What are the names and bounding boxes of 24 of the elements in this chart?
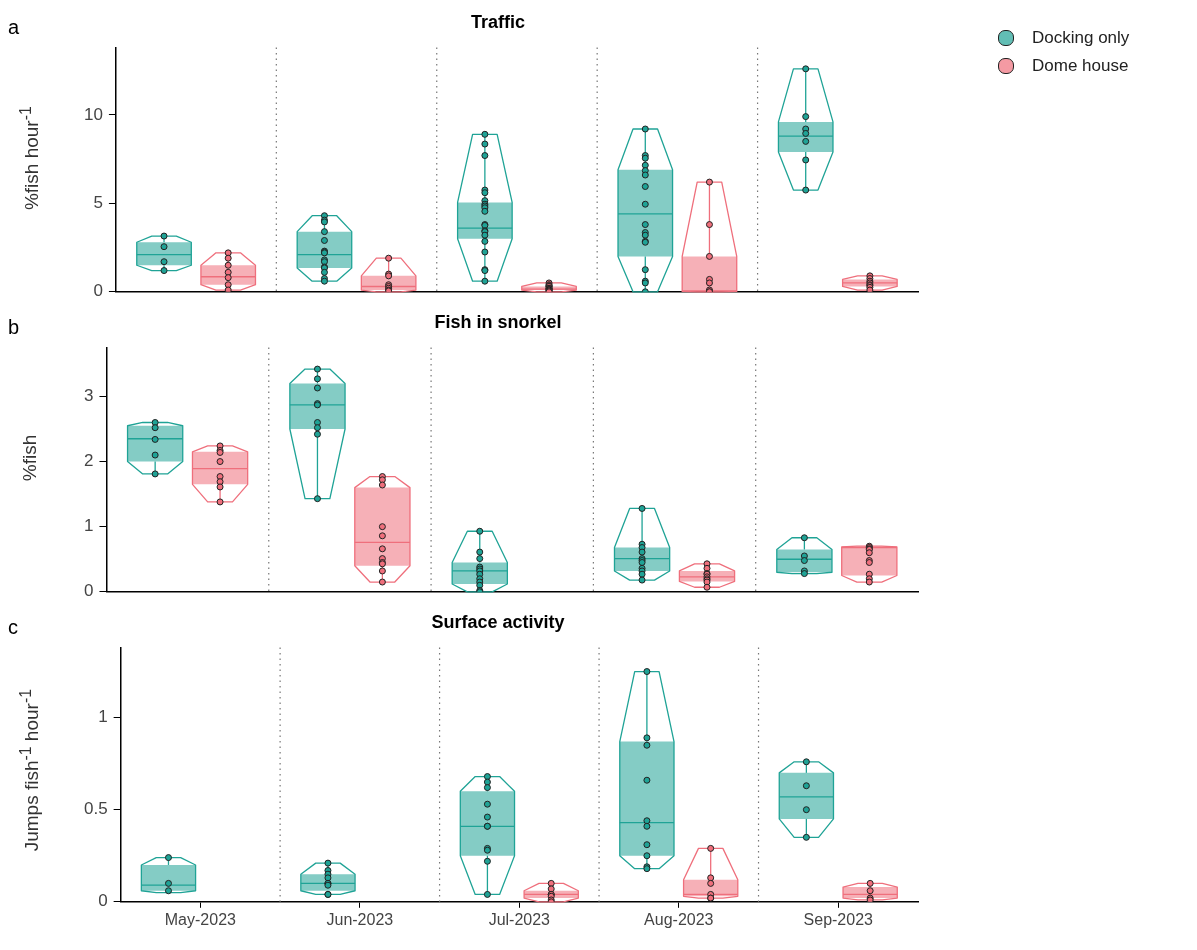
y-tick-label: 2 bbox=[83, 451, 94, 471]
chart-title: Traffic bbox=[470, 11, 526, 32]
chart-title: Surface activity bbox=[431, 611, 565, 632]
y-axis-title: %fish bbox=[19, 434, 41, 482]
x-tick-label: Aug-2023 bbox=[644, 910, 714, 928]
y-tick-label: 1 bbox=[98, 707, 108, 727]
y-tick-label: 0.5 bbox=[83, 799, 108, 819]
y-tick-label: 10 bbox=[83, 104, 103, 124]
x-tick-label: Jul-2023 bbox=[488, 910, 551, 928]
y-tick-label: 0 bbox=[98, 891, 108, 911]
legend-label: Docking only bbox=[1032, 28, 1130, 48]
chart-title: Fish in snorkel bbox=[434, 311, 562, 332]
y-tick-label: 1 bbox=[83, 516, 94, 536]
y-tick-label: 5 bbox=[93, 193, 103, 213]
x-tick-label: May-2023 bbox=[164, 910, 237, 928]
y-tick-label: 0 bbox=[93, 281, 103, 301]
text: b bbox=[8, 316, 20, 339]
legend-label: Dome house bbox=[1032, 56, 1129, 76]
text: c bbox=[8, 616, 18, 639]
text: a bbox=[8, 16, 20, 39]
x-tick-label: Jun-2023 bbox=[326, 910, 394, 928]
y-tick-label: 3 bbox=[83, 386, 94, 406]
x-tick-label: Sep-2023 bbox=[803, 910, 874, 928]
y-tick-label: 0 bbox=[83, 581, 94, 601]
